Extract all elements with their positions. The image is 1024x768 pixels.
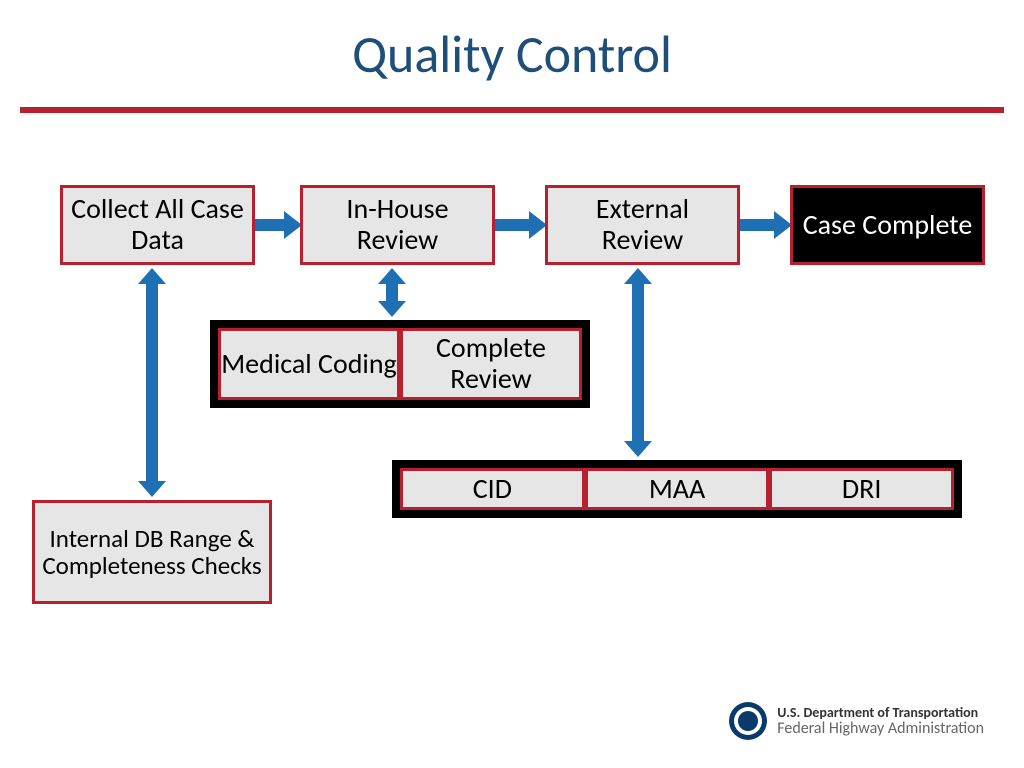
node-cid: CID: [400, 468, 585, 510]
arrow-h: [255, 219, 286, 231]
arrow-head-up-icon: [378, 268, 406, 284]
arrow-head-down-icon: [624, 441, 652, 457]
node-maa: MAA: [585, 468, 770, 510]
group-external-subboxes: CID MAA DRI: [392, 460, 962, 518]
arrow-h: [495, 219, 531, 231]
footer-line-2: Federal Highway Administration: [777, 720, 984, 738]
node-label: DRI: [842, 474, 881, 505]
dot-seal-icon: [729, 702, 767, 740]
slide: { "title": "Quality Control", "colors": …: [0, 0, 1024, 768]
page-title: Quality Control: [0, 22, 1024, 86]
node-label: Case Complete: [803, 210, 973, 241]
node-complete-review: Complete Review: [400, 328, 582, 400]
footer-line-1: U.S. Department of Transportation: [777, 705, 984, 720]
node-label: External Review: [554, 194, 731, 256]
node-internal-db-checks: Internal DB Range & Completeness Checks: [32, 500, 272, 604]
title-rule: [20, 107, 1004, 113]
node-label: Collect All Case Data: [69, 194, 246, 256]
node-collect-all-case-data: Collect All Case Data: [60, 185, 255, 265]
node-external-review: External Review: [545, 185, 740, 265]
node-medical-coding: Medical Coding: [218, 328, 400, 400]
node-label: In-House Review: [309, 194, 486, 256]
node-label: Internal DB Range & Completeness Checks: [41, 525, 263, 580]
footer: U.S. Department of Transportation Federa…: [729, 702, 984, 740]
arrow-head-up-icon: [624, 268, 652, 284]
node-dri: DRI: [769, 468, 954, 510]
node-in-house-review: In-House Review: [300, 185, 495, 265]
node-label: CID: [473, 474, 512, 505]
arrow-head-down-icon: [378, 301, 406, 317]
arrow-head-down-icon: [138, 481, 166, 497]
footer-text: U.S. Department of Transportation Federa…: [777, 705, 984, 738]
node-case-complete: Case Complete: [790, 185, 985, 265]
arrow-h: [740, 219, 776, 231]
node-label: MAA: [649, 474, 705, 505]
node-label: Medical Coding: [221, 349, 397, 380]
node-label: Complete Review: [403, 333, 579, 395]
group-in-house-subboxes: Medical Coding Complete Review: [210, 320, 590, 408]
arrow-head-up-icon: [138, 268, 166, 284]
